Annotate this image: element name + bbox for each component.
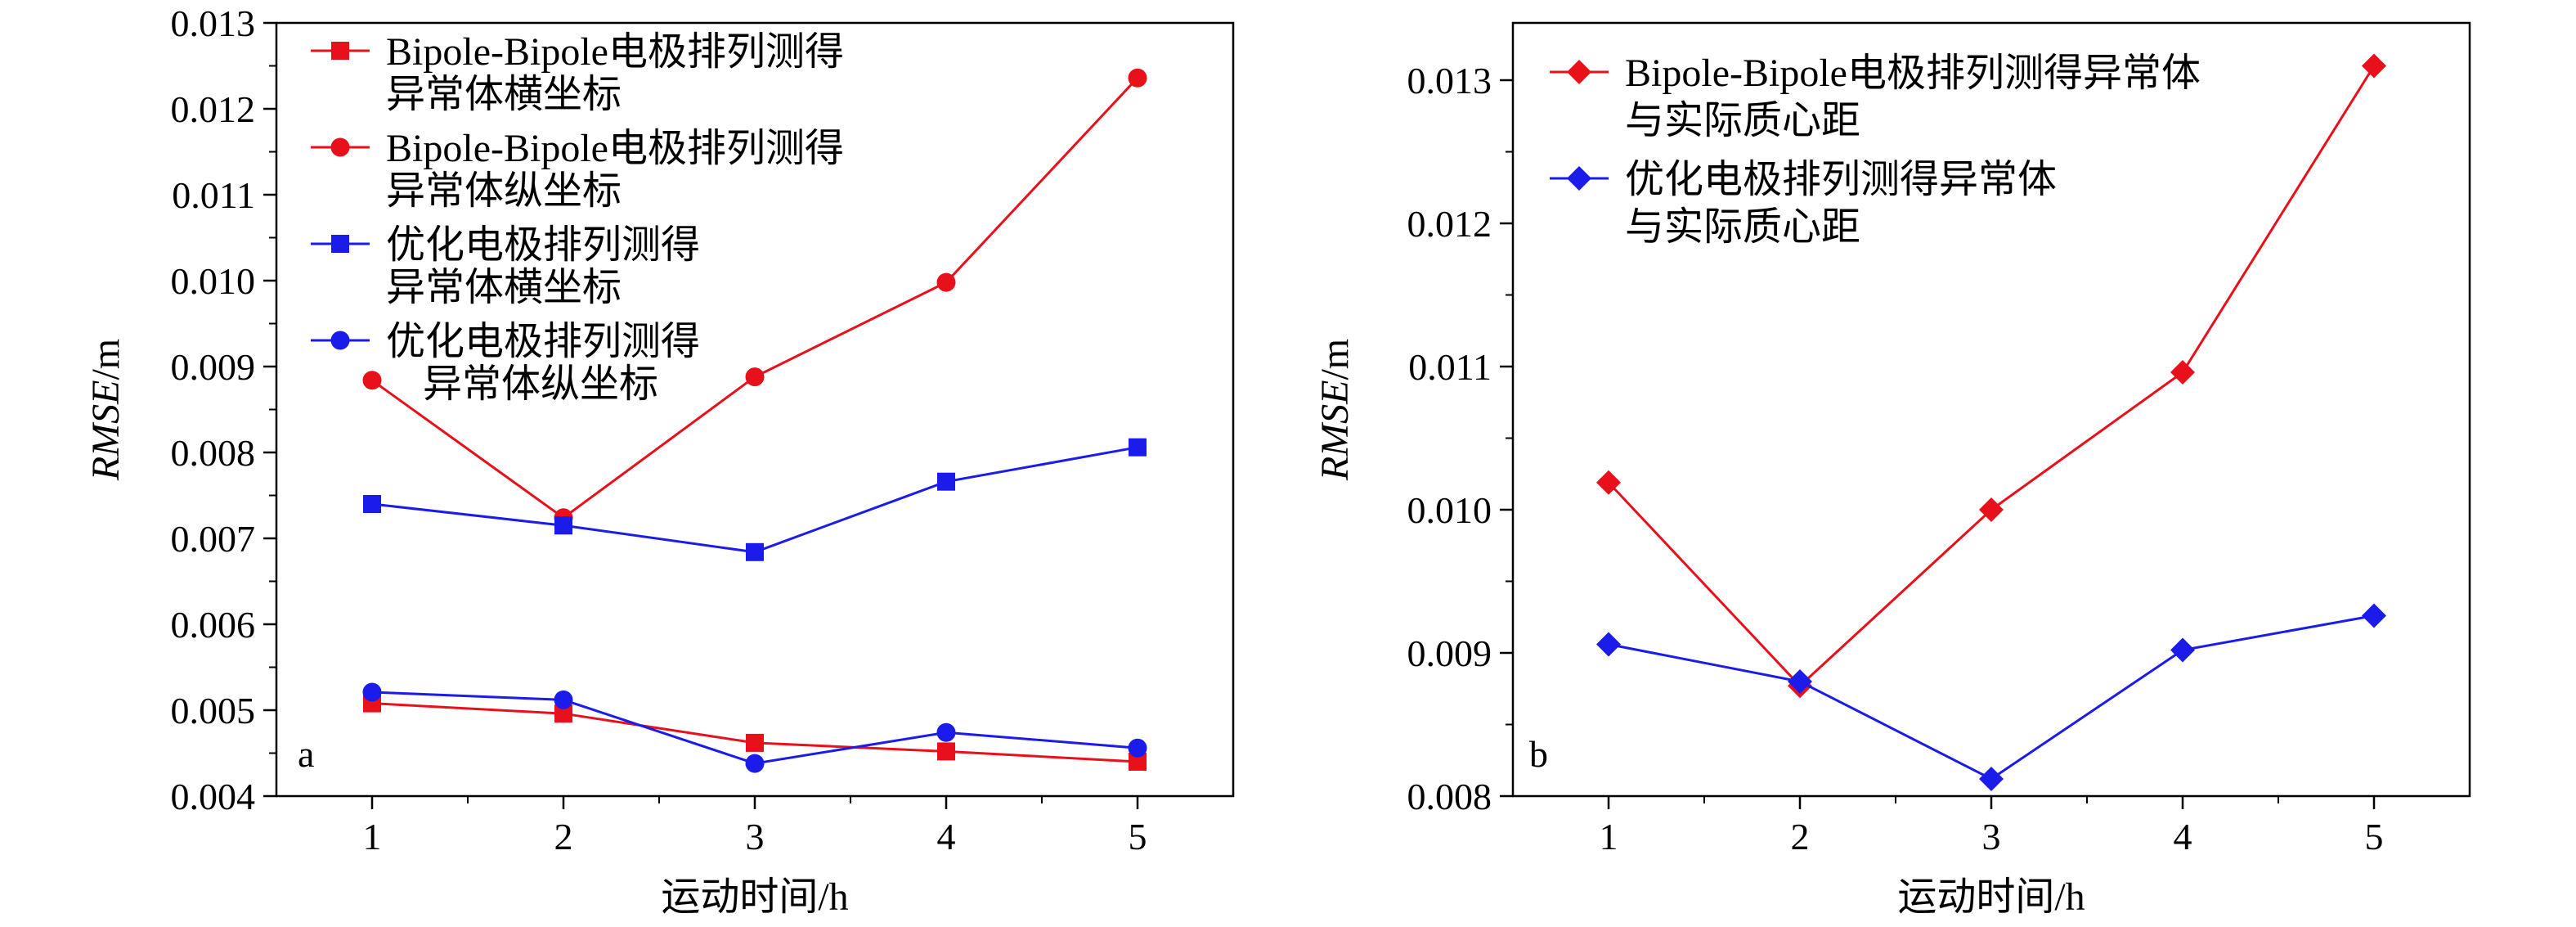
data-point — [2170, 360, 2195, 385]
y-tick-label: 0.013 — [1407, 60, 1492, 101]
chart-panel-a: 0.004 0.005 0.006 0.007 0.008 0.009 0.010 0.011… — [84, 2, 1235, 919]
x-tick-label: 1 — [363, 816, 382, 857]
y-axis-title-unit: /m — [1313, 339, 1357, 380]
data-point — [1788, 669, 1812, 694]
data-point — [554, 690, 573, 709]
legend-marker — [330, 137, 350, 157]
legend-marker — [331, 235, 349, 253]
data-point — [1128, 68, 1147, 88]
data-point — [363, 495, 381, 513]
series-4 — [362, 682, 1147, 773]
data-point — [1596, 632, 1621, 657]
y-tick-label: 0.004 — [171, 776, 256, 817]
series-2 — [362, 68, 1147, 528]
data-point — [1128, 738, 1147, 758]
legend: Bipole-Bipole电极排列测得异常体与实际质心距优化电极排列测得异常体与… — [1550, 52, 2201, 249]
y-tick-label: 0.010 — [171, 260, 256, 302]
data-point — [2170, 637, 2195, 663]
data-point — [2362, 603, 2386, 628]
y-axis-title-unit: /m — [84, 339, 128, 380]
data-point — [1596, 470, 1621, 495]
x-tick-label: 4 — [2174, 816, 2192, 857]
series-line — [371, 691, 1138, 765]
data-point — [554, 516, 572, 535]
data-point — [937, 472, 955, 491]
y-tick-label: 0.012 — [171, 88, 256, 130]
y-tick-label: 0.008 — [171, 432, 256, 474]
legend-marker — [330, 331, 350, 350]
legend-label: 异常体横坐标 — [386, 266, 622, 309]
x-tick-label: 2 — [554, 816, 573, 857]
data-point — [1129, 753, 1147, 771]
legend-label: Bipole-Bipole电极排列测得 — [386, 127, 844, 170]
legend-marker — [331, 42, 349, 60]
y-tick-label: 0.010 — [1407, 489, 1492, 531]
series-1 — [1596, 53, 2386, 699]
data-point — [2362, 53, 2386, 79]
data-point — [362, 371, 382, 390]
legend-label: Bipole-Bipole电极排列测得异常体 — [1625, 52, 2201, 95]
y-tick-label: 0.006 — [171, 604, 256, 646]
y-tick-label: 0.009 — [1407, 632, 1492, 674]
legend: Bipole-Bipole电极排列测得异常体横坐标Bipole-Bipole电极… — [311, 30, 844, 406]
data-point — [745, 754, 765, 773]
series-1 — [363, 694, 1147, 771]
x-tick-label: 5 — [2365, 816, 2384, 857]
chart-panel-b: 0.008 0.009 0.010 0.011 0.012 0.013 1 2 3 4 5 运动时间/… — [1313, 21, 2471, 919]
series-3 — [363, 438, 1147, 561]
series-2 — [1596, 603, 2386, 791]
data-point — [1129, 438, 1147, 457]
data-point — [936, 722, 956, 742]
series-line — [371, 702, 1138, 763]
y-tick-label: 0.009 — [171, 346, 256, 388]
x-tick-label: 5 — [1129, 816, 1147, 857]
legend-label: 优化电极排列测得异常体 — [1625, 158, 2057, 201]
data-point — [554, 704, 572, 723]
x-tick-label: 3 — [746, 816, 765, 857]
y-tick-label: 0.011 — [1408, 346, 1492, 388]
y-tick-label: 0.013 — [171, 2, 256, 44]
legend-label: 异常体纵坐标 — [423, 362, 658, 406]
panel-letter: b — [1529, 733, 1548, 775]
legend-marker — [1567, 166, 1591, 191]
x-axis-title: 运动时间/h — [1897, 875, 2085, 919]
legend-label: 与实际质心距 — [1625, 205, 1860, 249]
panel-letter: a — [298, 733, 314, 775]
y-axis-title: RMSE/m — [84, 339, 128, 481]
y-tick-label: 0.011 — [172, 174, 255, 216]
data-point — [1979, 497, 2004, 522]
legend-label: 优化电极排列测得 — [386, 320, 700, 363]
y-tick-label: 0.007 — [171, 518, 256, 560]
y-tick-label: 0.008 — [1407, 776, 1492, 817]
data-point — [937, 742, 955, 761]
x-tick-label: 3 — [1982, 816, 2001, 857]
y-axis-title-italic: RMSE — [1313, 380, 1357, 482]
y-axis-title-italic: RMSE — [84, 380, 128, 482]
data-point — [936, 272, 956, 292]
x-tick-label: 4 — [937, 816, 956, 857]
data-point — [362, 682, 382, 702]
x-axis-title: 运动时间/h — [661, 875, 848, 919]
data-point — [746, 733, 764, 752]
y-tick-label: 0.005 — [171, 690, 256, 731]
y-tick-label: 0.012 — [1407, 203, 1492, 245]
x-tick-label: 2 — [1791, 816, 1810, 857]
data-point — [745, 367, 765, 387]
legend-marker — [1567, 60, 1591, 84]
series-line — [1608, 614, 2375, 781]
legend-label: Bipole-Bipole电极排列测得 — [386, 30, 844, 74]
legend-label: 异常体横坐标 — [386, 73, 622, 116]
legend-label: 优化电极排列测得 — [386, 223, 700, 267]
data-point — [1979, 767, 2004, 791]
legend-label: 异常体纵坐标 — [386, 169, 622, 213]
legend-label: 与实际质心距 — [1625, 99, 1860, 142]
data-point — [746, 542, 764, 561]
y-axis-title: RMSE/m — [1313, 339, 1357, 481]
x-tick-label: 1 — [1600, 816, 1618, 857]
